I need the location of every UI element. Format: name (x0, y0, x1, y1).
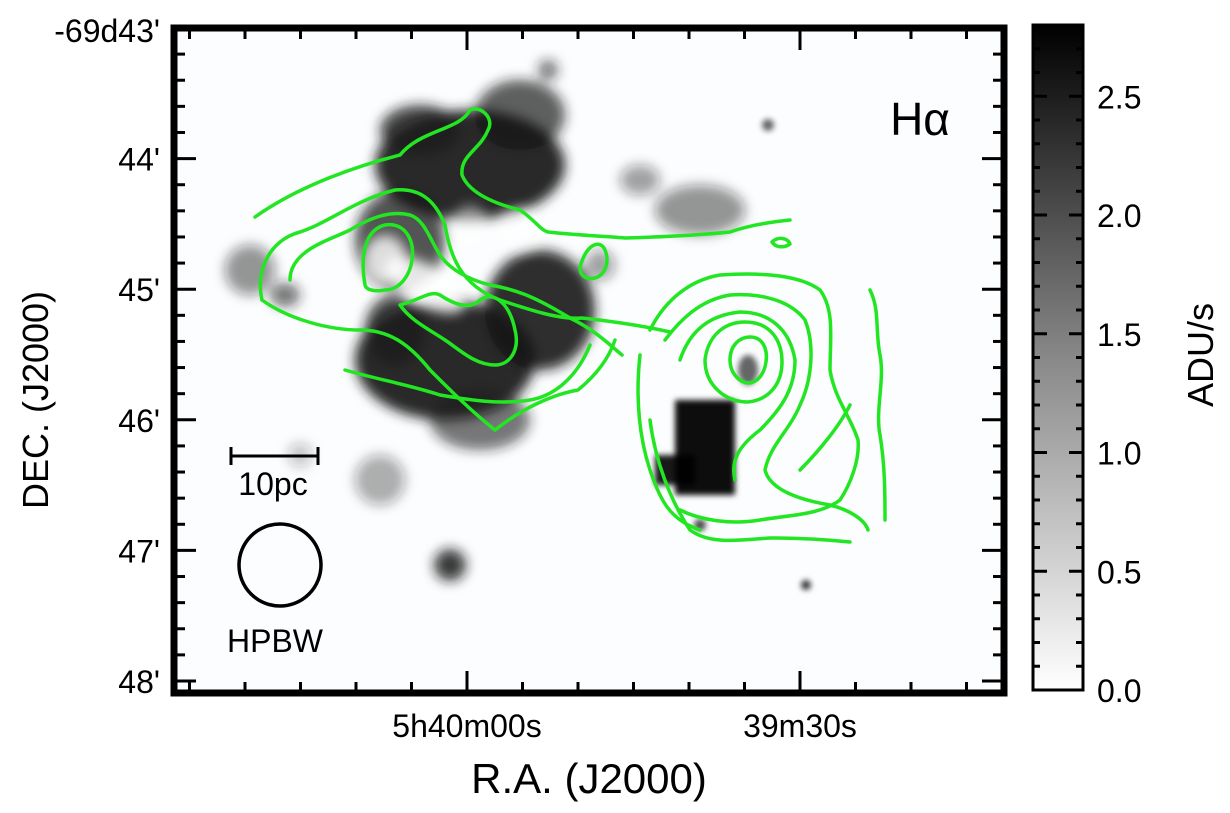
colorbar (1031, 23, 1085, 692)
contour-right-3 (678, 310, 797, 482)
colorbar-tick-label: 2.5 (1097, 79, 1141, 115)
beam-circle (237, 522, 323, 608)
colorbar-tick-labels: 0.0 0.5 1.0 1.5 2.0 2.5 (1097, 79, 1141, 709)
contour-left-core-2 (398, 292, 518, 367)
contour-right-core (728, 335, 769, 385)
axis-ticks (174, 26, 1004, 693)
colorbar-tick-label: 1.5 (1097, 317, 1141, 353)
colorbar-tick-label: 0.0 (1097, 673, 1141, 709)
x-axis-label: R.A. (J2000) (471, 755, 707, 802)
y-tick-label: 45' (118, 272, 160, 308)
y-tick-label: 47' (118, 533, 160, 569)
band-label: Hα (890, 93, 950, 145)
colorbar-tick-label: 0.5 (1097, 554, 1141, 590)
y-tick-label: 44' (118, 142, 160, 178)
co-contours (253, 107, 887, 544)
x-tick-label: 39m30s (743, 708, 857, 744)
y-tick-label: 46' (118, 403, 160, 439)
contour-left-lower (260, 298, 617, 432)
contour-right-east (868, 288, 887, 522)
contour-left-outer (253, 107, 792, 240)
contour-left-inner (288, 211, 624, 357)
y-axis-label: DEC. (J2000) (15, 291, 56, 509)
x-tick-label: 5h40m00s (392, 708, 541, 744)
y-tick-label: 48' (118, 664, 160, 700)
contour-right-4 (703, 320, 784, 404)
contour-left-mid (258, 188, 672, 334)
contour-left-south (343, 343, 592, 404)
contour-right-2 (663, 292, 870, 532)
contour-right-west (636, 353, 702, 532)
colorbar-ticks (1033, 23, 1083, 692)
halpha-image (174, 28, 1004, 693)
colorbar-label: ADU/s (1180, 303, 1221, 407)
contour-small-loop (770, 236, 792, 249)
x-tick-labels: 5h40m00s 39m30s (392, 708, 857, 744)
y-tick-labels: -69d43' 44' 45' 46' 47' 48' (54, 13, 160, 700)
contour-north-loop (578, 242, 609, 281)
y-tick-label: -69d43' (54, 13, 160, 49)
scale-bar (229, 447, 320, 465)
contour-right-low (648, 418, 852, 544)
scale-bar-label: 10pc (238, 466, 307, 502)
contour-right-outer (648, 272, 860, 524)
contour-left-core-1 (361, 223, 415, 293)
contour-right-east-2 (798, 403, 852, 472)
plot-frame (170, 24, 1008, 697)
colorbar-tick-label: 1.0 (1097, 436, 1141, 472)
colorbar-tick-label: 2.0 (1097, 198, 1141, 234)
beam-label: HPBW (227, 623, 324, 659)
